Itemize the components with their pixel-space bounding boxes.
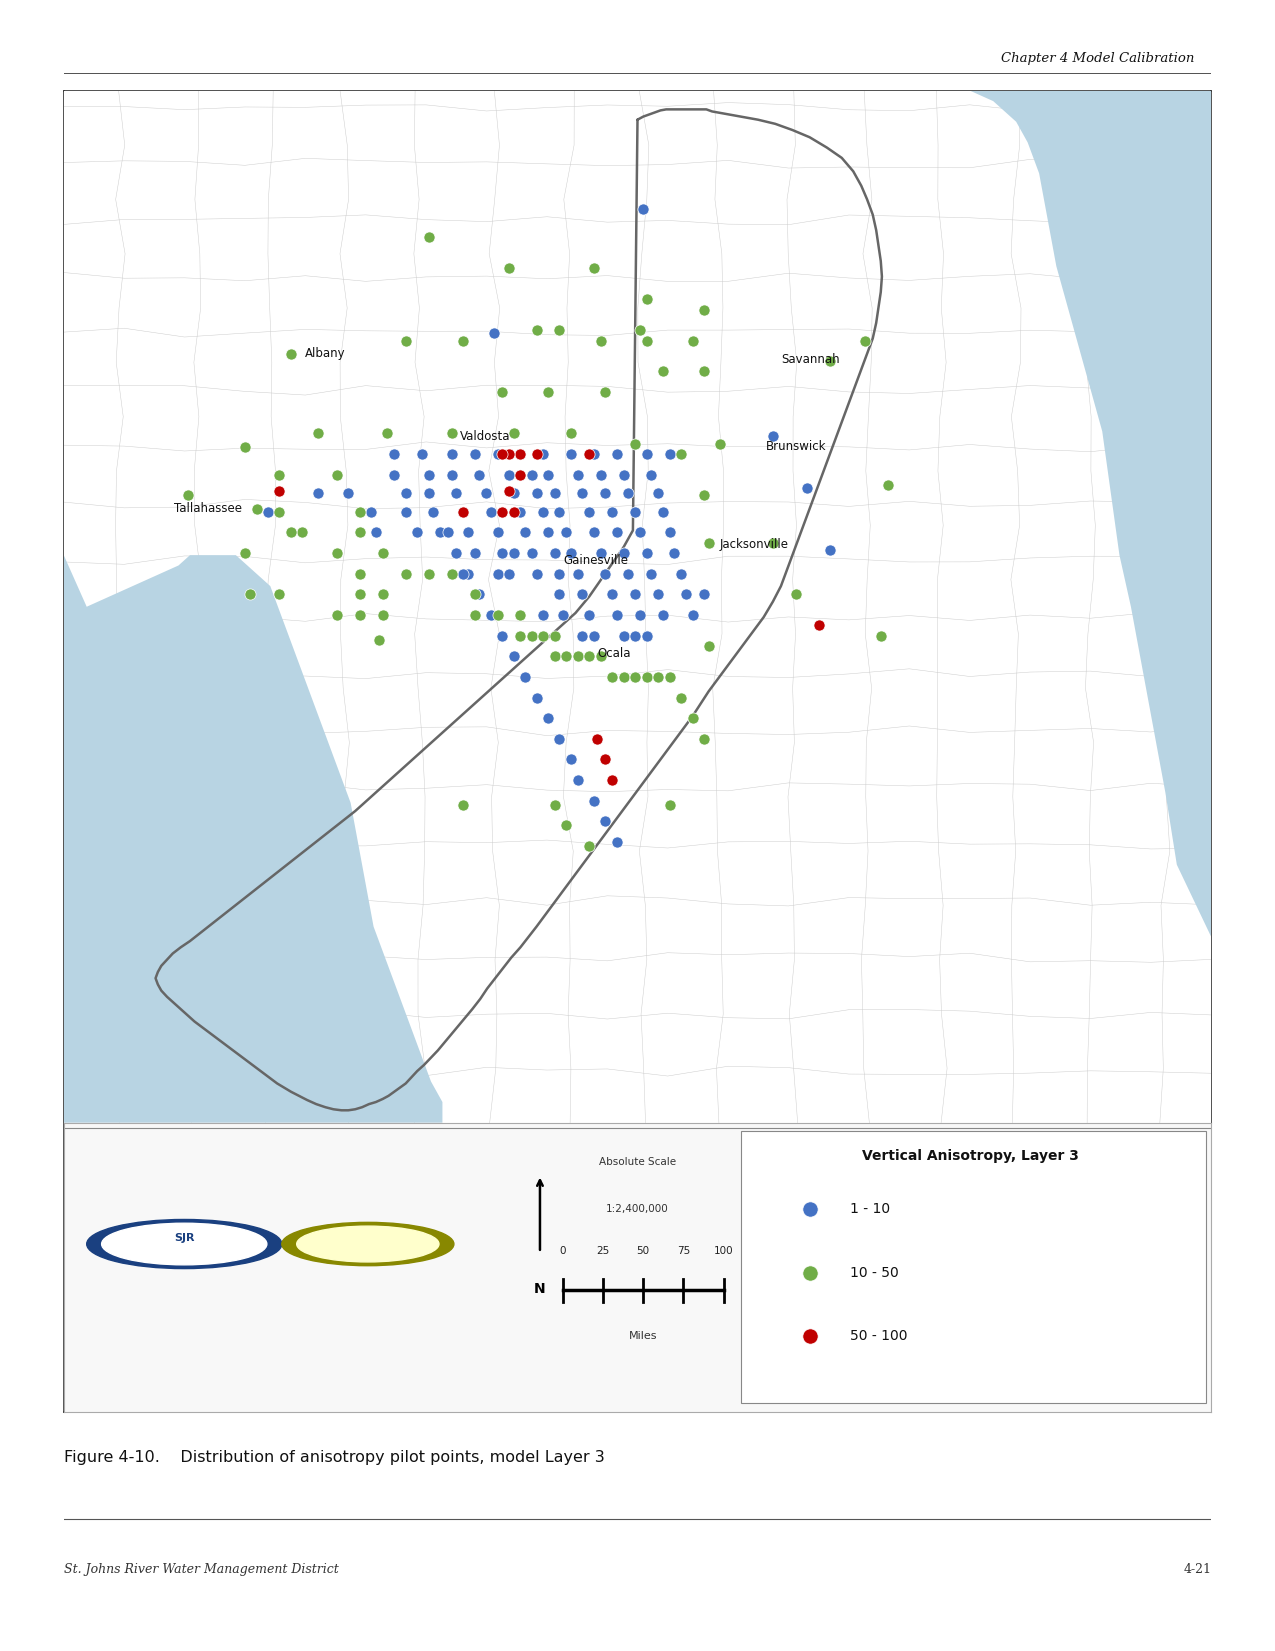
- Text: 0: 0: [560, 1245, 566, 1256]
- Text: 50 - 100: 50 - 100: [849, 1329, 908, 1344]
- Text: Savannah: Savannah: [780, 353, 839, 365]
- Text: Figure 4-10.    Distribution of anisotropy pilot points, model Layer 3: Figure 4-10. Distribution of anisotropy …: [64, 1450, 604, 1464]
- Text: N: N: [534, 1281, 546, 1296]
- Text: SJR: SJR: [173, 1233, 195, 1243]
- Polygon shape: [890, 91, 1211, 1123]
- Text: 75: 75: [677, 1245, 690, 1256]
- Text: Albany: Albany: [305, 347, 346, 360]
- Circle shape: [282, 1222, 454, 1266]
- Circle shape: [102, 1223, 266, 1265]
- Polygon shape: [890, 91, 1211, 1123]
- Text: Tallahassee: Tallahassee: [173, 502, 242, 515]
- Text: Miles: Miles: [629, 1331, 658, 1341]
- Polygon shape: [64, 555, 442, 1123]
- Text: 25: 25: [597, 1245, 609, 1256]
- Text: Absolute Scale: Absolute Scale: [599, 1157, 676, 1167]
- Text: Valdosta: Valdosta: [459, 429, 510, 442]
- Text: Ocala: Ocala: [597, 647, 631, 660]
- FancyBboxPatch shape: [741, 1131, 1206, 1403]
- Circle shape: [87, 1220, 282, 1268]
- Text: 1 - 10: 1 - 10: [849, 1202, 890, 1217]
- Text: 100: 100: [714, 1245, 733, 1256]
- Text: St. Johns River Water Management District: St. Johns River Water Management Distric…: [64, 1563, 338, 1577]
- Circle shape: [297, 1227, 439, 1261]
- Text: Brunswick: Brunswick: [766, 441, 826, 454]
- Text: Chapter 4 Model Calibration: Chapter 4 Model Calibration: [1001, 53, 1193, 64]
- Text: 50: 50: [636, 1245, 650, 1256]
- Text: Vertical Anisotropy, Layer 3: Vertical Anisotropy, Layer 3: [862, 1149, 1079, 1162]
- Text: 1:2,400,000: 1:2,400,000: [606, 1204, 669, 1213]
- Text: 4-21: 4-21: [1183, 1563, 1211, 1577]
- Text: 10 - 50: 10 - 50: [849, 1266, 899, 1280]
- Text: Jacksonville: Jacksonville: [720, 538, 789, 551]
- Text: Gainesville: Gainesville: [564, 553, 627, 566]
